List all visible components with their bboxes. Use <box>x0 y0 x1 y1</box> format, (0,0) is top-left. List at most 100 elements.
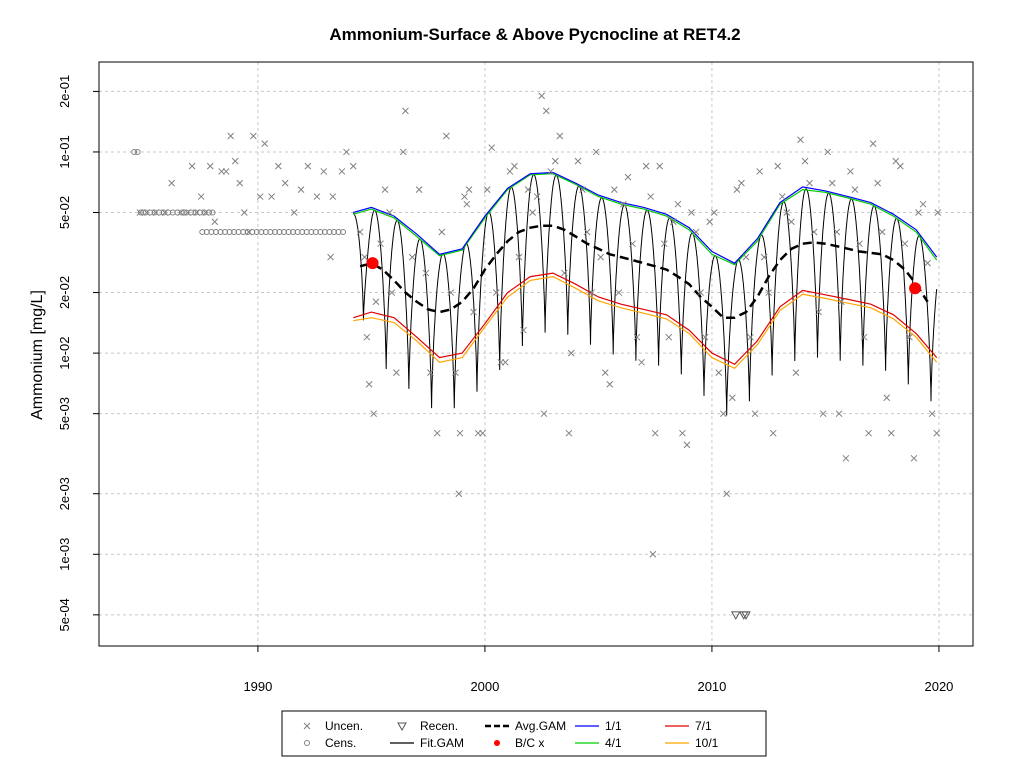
uncensored-point <box>415 186 423 193</box>
legend-label: B/C x <box>515 736 544 750</box>
uncensored-point <box>268 193 275 200</box>
recensored-point <box>730 611 741 620</box>
uncensored-point <box>819 410 827 418</box>
uncensored-point <box>438 228 446 236</box>
uncensored-point <box>610 186 618 193</box>
uncensored-point <box>620 200 627 208</box>
uncensored-point <box>488 144 496 152</box>
uncensored-point <box>393 369 400 376</box>
uncensored-point <box>422 269 430 277</box>
uncensored-point <box>692 228 700 236</box>
censored-point <box>206 209 213 216</box>
uncensored-point <box>633 333 641 341</box>
legend-symbol-uncensored <box>303 722 311 730</box>
uncensored-point <box>660 240 668 248</box>
y-axis-label: Ammonium [mg/L] <box>29 290 46 420</box>
uncensored-point <box>878 228 886 236</box>
uncensored-point <box>372 298 380 306</box>
uncensored-point <box>542 107 550 115</box>
uncensored-point <box>815 308 822 316</box>
uncensored-point <box>556 132 564 140</box>
uncensored-point <box>847 168 854 175</box>
uncensored-point <box>833 228 841 236</box>
uncensored-point <box>222 168 230 175</box>
uncensored-point <box>919 200 927 208</box>
legend-symbol-bc <box>494 740 500 746</box>
uncensored-point <box>665 333 673 341</box>
uncensored-point <box>540 410 548 418</box>
censored-point <box>340 229 347 236</box>
censored-point <box>134 148 141 155</box>
uncensored-point <box>538 92 546 100</box>
y-tick-label: 1e-02 <box>57 336 72 369</box>
uncensored-point <box>656 162 664 170</box>
uncensored-point <box>511 162 518 170</box>
uncensored-point <box>365 380 373 388</box>
uncensored-point <box>597 253 605 261</box>
uncensored-point <box>792 369 800 376</box>
uncensored-point <box>529 209 536 216</box>
uncensored-point <box>136 209 144 216</box>
uncensored-point <box>688 209 695 216</box>
uncensored-point <box>168 179 175 187</box>
y-tick-label: 1e-01 <box>57 135 72 168</box>
x-tick-label: 2000 <box>470 679 499 694</box>
uncensored-point <box>810 228 818 236</box>
uncensored-point <box>561 269 568 277</box>
uncensored-point <box>327 253 334 261</box>
uncensored-point <box>256 193 264 200</box>
uncensored-point <box>783 209 791 216</box>
uncensored-point <box>506 168 514 175</box>
uncensored-point <box>524 186 532 193</box>
y-tick-label: 5e-04 <box>57 598 72 631</box>
uncensored-point <box>797 136 804 144</box>
uncensored-point <box>860 333 868 341</box>
uncensored-point <box>193 209 200 216</box>
uncensored-point <box>161 209 169 216</box>
uncensored-point <box>533 193 541 200</box>
uncensored-point <box>910 454 918 462</box>
legend-label: Cens. <box>325 736 356 750</box>
uncensored-point <box>227 132 235 140</box>
uncensored-point <box>363 333 371 341</box>
legend: Uncen. Cens. Recen. Fit.GAM Avg.GAM B/C x 1/1 4… <box>281 710 767 757</box>
uncensored-point <box>250 132 257 140</box>
uncensored-point <box>455 490 463 498</box>
uncensored-point <box>483 186 491 193</box>
uncensored-point <box>842 454 850 462</box>
uncensored-point <box>377 240 384 248</box>
uncensored-point <box>206 162 214 170</box>
uncensored-point <box>649 550 657 558</box>
decimal-1-1-line <box>353 171 938 264</box>
uncensored-point <box>915 209 922 216</box>
uncensored-point <box>399 148 407 156</box>
bc-point <box>366 257 379 270</box>
uncensored-point <box>588 289 595 296</box>
legend-label: Avg.GAM <box>515 719 566 733</box>
uncensored-point <box>231 157 239 165</box>
uncensored-point <box>887 429 895 437</box>
legend-label: 10/1 <box>695 736 719 750</box>
legend-symbol-censored <box>304 740 310 746</box>
y-tick-label: 2e-02 <box>57 276 72 309</box>
x-tick-label: 2020 <box>924 679 953 694</box>
uncensored-point <box>386 209 393 216</box>
uncensored-point <box>442 132 450 140</box>
axis-layer: 1990 2000 2010 2020 5e-04 1e-03 2e-03 5e-03 1e-0… <box>57 75 953 694</box>
uncensored-point <box>447 289 455 296</box>
grid-layer <box>99 62 973 646</box>
uncensored-point <box>751 410 759 418</box>
uncensored-point <box>865 429 872 437</box>
uncensored-point <box>320 168 328 175</box>
censored-point <box>209 209 216 216</box>
uncensored-point <box>934 209 942 216</box>
uncensored-point <box>723 490 731 498</box>
uncensored-point <box>184 209 191 216</box>
uncensored-point <box>402 107 409 115</box>
uncensored-point <box>742 253 750 261</box>
uncensored-point <box>738 179 745 187</box>
uncensored-point <box>710 209 718 216</box>
uncensored-point <box>669 218 677 226</box>
uncensored-point <box>470 308 477 316</box>
